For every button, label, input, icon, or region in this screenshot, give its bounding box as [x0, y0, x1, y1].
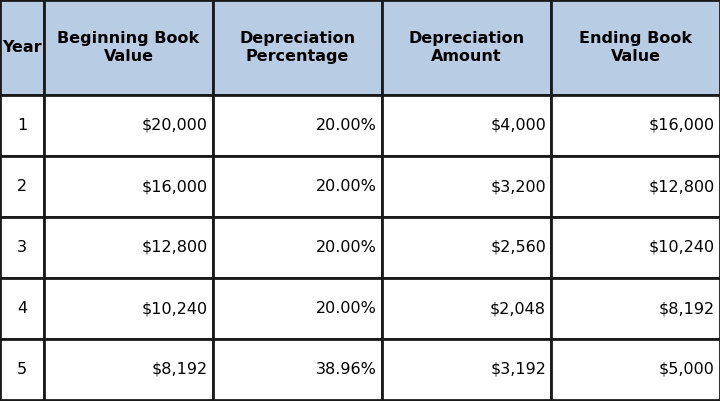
Text: 20.00%: 20.00% [316, 240, 377, 255]
Text: 5: 5 [17, 362, 27, 377]
Text: $5,000: $5,000 [659, 362, 715, 377]
Bar [382, 217, 551, 278]
Text: 20.00%: 20.00% [316, 301, 377, 316]
Text: $16,000: $16,000 [142, 179, 208, 194]
Text: $10,240: $10,240 [649, 240, 715, 255]
Bar [44, 156, 213, 217]
Bar [382, 0, 551, 95]
Text: $12,800: $12,800 [649, 179, 715, 194]
Bar [44, 217, 213, 278]
Bar [551, 156, 720, 217]
Bar [0, 217, 44, 278]
Bar [213, 156, 382, 217]
Bar [382, 95, 551, 156]
Bar [213, 278, 382, 339]
Text: 1: 1 [17, 118, 27, 133]
Text: Year: Year [2, 40, 42, 55]
Text: $10,240: $10,240 [142, 301, 208, 316]
Bar [44, 0, 213, 95]
Text: $2,560: $2,560 [490, 240, 546, 255]
Text: $8,192: $8,192 [152, 362, 208, 377]
Bar [213, 95, 382, 156]
Text: $8,192: $8,192 [659, 301, 715, 316]
Text: 4: 4 [17, 301, 27, 316]
Text: $16,000: $16,000 [649, 118, 715, 133]
Bar [0, 95, 44, 156]
Bar [0, 0, 44, 95]
Text: Ending Book
Value: Ending Book Value [579, 31, 692, 64]
Text: Depreciation
Amount: Depreciation Amount [408, 31, 525, 64]
Bar [551, 339, 720, 400]
Text: $3,200: $3,200 [490, 179, 546, 194]
Bar [0, 156, 44, 217]
Bar [382, 278, 551, 339]
Bar [551, 0, 720, 95]
Text: $2,048: $2,048 [490, 301, 546, 316]
Bar [551, 95, 720, 156]
Bar [382, 156, 551, 217]
Bar [213, 217, 382, 278]
Bar [213, 339, 382, 400]
Text: 20.00%: 20.00% [316, 118, 377, 133]
Bar [0, 339, 44, 400]
Bar [44, 339, 213, 400]
Bar [0, 278, 44, 339]
Text: $20,000: $20,000 [142, 118, 208, 133]
Text: $4,000: $4,000 [490, 118, 546, 133]
Text: $3,192: $3,192 [490, 362, 546, 377]
Bar [44, 278, 213, 339]
Bar [551, 278, 720, 339]
Bar [551, 217, 720, 278]
Text: 3: 3 [17, 240, 27, 255]
Text: 38.96%: 38.96% [316, 362, 377, 377]
Bar [382, 339, 551, 400]
Text: 20.00%: 20.00% [316, 179, 377, 194]
Text: Depreciation
Percentage: Depreciation Percentage [240, 31, 356, 64]
Bar [213, 0, 382, 95]
Text: Beginning Book
Value: Beginning Book Value [58, 31, 199, 64]
Text: 2: 2 [17, 179, 27, 194]
Text: $12,800: $12,800 [142, 240, 208, 255]
Bar [44, 95, 213, 156]
